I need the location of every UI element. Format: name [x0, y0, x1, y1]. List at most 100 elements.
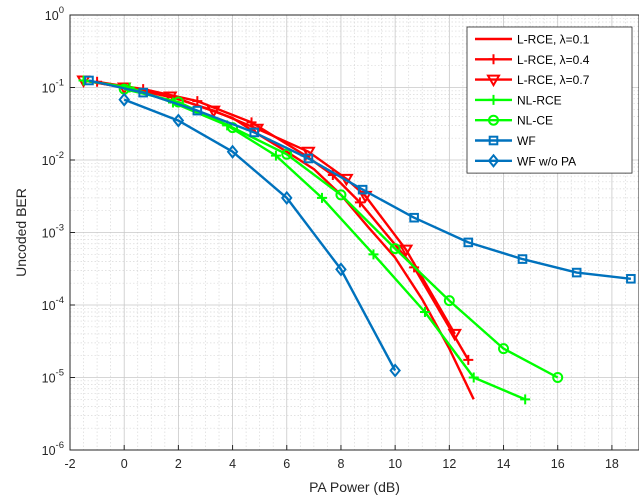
- series-layer: [76, 75, 636, 405]
- legend-label: L-RCE, λ=0.7: [517, 73, 590, 87]
- x-tick-label: 10: [388, 457, 402, 471]
- diamond-marker: [487, 153, 500, 168]
- y-tick-label: 10-5: [42, 368, 64, 386]
- x-tick-label: 2: [175, 457, 182, 471]
- square-marker: [626, 273, 636, 284]
- y-tick-exponent: -4: [56, 295, 64, 306]
- diamond-marker: [172, 113, 185, 128]
- y-tick-label: 10-2: [42, 150, 64, 168]
- x-tick-label: 8: [337, 457, 344, 471]
- y-tick-exponent: -3: [56, 223, 64, 234]
- square-marker: [303, 153, 314, 164]
- series-5: [84, 75, 636, 284]
- square-marker: [357, 184, 368, 195]
- legend-label: WF w/o PA: [517, 154, 576, 168]
- x-tick-label: 6: [283, 457, 290, 471]
- plus-marker: [270, 150, 281, 161]
- legend-label: L-RCE, λ=0.1: [517, 33, 590, 47]
- diamond-marker: [226, 144, 239, 159]
- square-marker: [488, 135, 499, 146]
- y-tick-exponent: -5: [56, 368, 64, 379]
- plus-marker: [488, 94, 499, 105]
- y-tick-label: 10-6: [42, 440, 64, 458]
- diamond-marker: [335, 262, 347, 277]
- y-tick-exponent: 0: [59, 5, 64, 16]
- square-marker: [249, 127, 260, 138]
- y-tick-exponent: -6: [56, 440, 64, 451]
- circle-marker: [488, 114, 499, 126]
- legend-entry: L-RCE, λ=0.7: [475, 73, 590, 87]
- square-marker: [192, 105, 203, 116]
- legend-label: NL-CE: [517, 114, 553, 128]
- square-marker: [84, 75, 94, 86]
- plus-marker: [520, 394, 531, 405]
- x-tick-label: -2: [64, 457, 75, 471]
- series-line: [88, 79, 632, 280]
- x-axis-label: PA Power (dB): [309, 479, 400, 495]
- triangle-down-marker: [447, 328, 462, 342]
- diamond-marker: [118, 92, 130, 107]
- legend-label: L-RCE, λ=0.4: [517, 53, 590, 67]
- circle-marker: [552, 372, 564, 383]
- plus-marker: [354, 197, 365, 208]
- legend: L-RCE, λ=0.1 L-RCE, λ=0.4 L-RCE, λ=0.7 NL-R…: [466, 26, 633, 174]
- triangle-down-marker: [206, 105, 221, 119]
- x-tick-label: 18: [605, 457, 619, 471]
- series-line: [123, 98, 397, 372]
- y-tick-label: 10-3: [42, 223, 64, 241]
- plus-marker: [463, 354, 474, 365]
- y-tick-label: 10-1: [42, 78, 64, 96]
- legend-entry: WF: [475, 134, 536, 148]
- plus-marker: [78, 75, 89, 86]
- legend-entry: NL-RCE: [475, 93, 562, 107]
- square-marker: [571, 267, 582, 278]
- circle-marker: [389, 243, 401, 255]
- legend-label: WF: [517, 134, 536, 148]
- y-tick-base: 10: [42, 154, 56, 168]
- plus-marker: [316, 192, 327, 203]
- y-tick-base: 10: [45, 9, 59, 23]
- x-tick-label: 14: [497, 457, 511, 471]
- ticks: -2 0 2 4 6 8 10 12 14 16 1810010-110-210-310-410-5…: [42, 5, 619, 471]
- y-tick-base: 10: [42, 299, 56, 313]
- y-tick-base: 10: [42, 82, 56, 96]
- x-tick-label: 4: [229, 457, 236, 471]
- plus-marker: [468, 372, 479, 383]
- triangle-down-marker: [486, 74, 501, 88]
- circle-marker: [335, 189, 347, 201]
- y-tick-label: 10-4: [42, 295, 64, 313]
- triangle-down-marker: [163, 91, 178, 105]
- circle-marker: [281, 148, 293, 160]
- legend-entry: L-RCE, λ=0.1: [475, 33, 590, 47]
- circle-marker: [498, 343, 510, 355]
- triangle-down-marker: [398, 244, 414, 258]
- series-6: [118, 92, 401, 378]
- square-marker: [138, 87, 148, 98]
- y-axis-label: Uncoded BER: [13, 188, 29, 277]
- legend-label: NL-RCE: [517, 93, 562, 107]
- grid: [69, 14, 639, 451]
- y-tick-base: 10: [42, 372, 56, 386]
- legend-entry: L-RCE, λ=0.4: [475, 53, 590, 67]
- circle-marker: [443, 295, 455, 307]
- diamond-marker: [280, 190, 293, 205]
- y-tick-base: 10: [42, 444, 56, 458]
- square-marker: [409, 212, 419, 223]
- plus-marker: [419, 307, 430, 318]
- legend-entry: WF w/o PA: [475, 153, 576, 168]
- legend-entry: NL-CE: [475, 114, 553, 128]
- y-tick-exponent: -1: [56, 78, 64, 89]
- y-tick-base: 10: [42, 227, 56, 241]
- y-tick-exponent: -2: [56, 150, 64, 161]
- y-tick-label: 100: [45, 5, 64, 23]
- plus-marker: [488, 54, 499, 65]
- triangle-down-marker: [301, 146, 316, 160]
- x-tick-label: 16: [551, 457, 565, 471]
- square-marker: [463, 237, 474, 248]
- square-marker: [517, 254, 528, 264]
- plus-marker: [368, 249, 379, 260]
- x-tick-label: 0: [121, 457, 128, 471]
- diamond-marker: [389, 363, 401, 378]
- x-tick-label: 12: [442, 457, 456, 471]
